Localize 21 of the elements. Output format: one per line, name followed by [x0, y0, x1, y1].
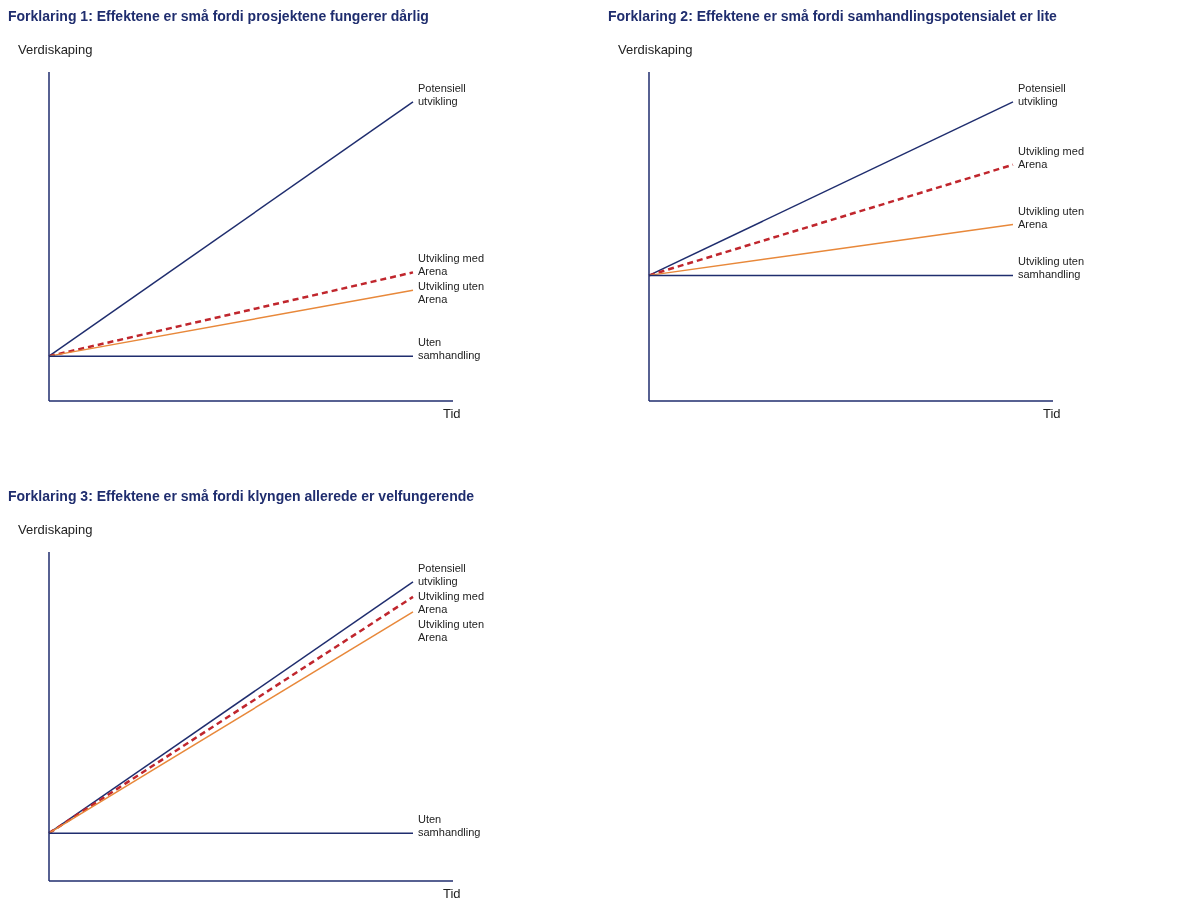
- series-label: Utvikling uten Arena: [418, 617, 485, 644]
- series-label: Utvikling uten Arena: [1018, 204, 1085, 231]
- series-label: Potensiell utvikling: [1018, 81, 1066, 108]
- x-axis-title: Tid: [1043, 406, 1061, 421]
- series-label: Utvikling med Arena: [418, 589, 485, 616]
- series-label: Utvikling med Arena: [1018, 144, 1085, 171]
- series-label: Potensiell utvikling: [418, 561, 466, 588]
- series-label: Uten samhandling: [418, 336, 481, 363]
- series-label: Utvikling uten samhandling: [1018, 255, 1085, 282]
- chart-title: Forklaring 2: Effektene er små fordi samhandlingspotensialet er lite: [608, 8, 1058, 24]
- chart-title: Forklaring 1: Effektene er små fordi prosjektene fungerer dårlig: [8, 8, 430, 24]
- series-label: Utvikling uten Arena: [418, 280, 485, 307]
- series-label: Potensiell utvikling: [418, 81, 466, 108]
- y-axis-title: Verdiskaping: [618, 42, 693, 57]
- x-axis-title: Tid: [443, 886, 461, 900]
- series-label: Uten samhandling: [418, 813, 481, 840]
- y-axis-title: Verdiskaping: [18, 522, 93, 537]
- y-axis-title: Verdiskaping: [18, 42, 93, 57]
- chart-title: Forklaring 3: Effektene er små fordi klyngen allerede er velfungerende: [8, 488, 476, 504]
- series-label: Utvikling med Arena: [418, 252, 485, 279]
- x-axis-title: Tid: [443, 406, 461, 421]
